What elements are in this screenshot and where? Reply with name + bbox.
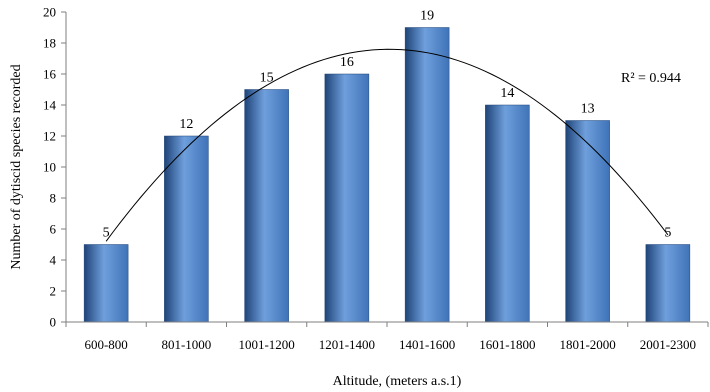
x-tick-label: 1801-2000 bbox=[559, 337, 615, 352]
bar bbox=[324, 73, 370, 323]
y-axis-ticks: 0 2 4 6 8 10 12 14 16 18 20 bbox=[43, 5, 66, 330]
y-tick-label: 10 bbox=[43, 160, 56, 175]
bar bbox=[485, 104, 530, 323]
x-tick-label: 1001-1200 bbox=[238, 337, 294, 352]
x-tick-label: 600-800 bbox=[84, 337, 127, 352]
y-tick-label: 0 bbox=[50, 315, 57, 330]
y-tick-label: 20 bbox=[43, 5, 56, 20]
x-tick-label: 801-1000 bbox=[161, 337, 211, 352]
x-tick-label: 1201-1400 bbox=[319, 337, 375, 352]
data-label: 12 bbox=[179, 117, 193, 132]
r-squared-annotation: R² = 0.944 bbox=[621, 71, 681, 86]
bar bbox=[244, 89, 289, 323]
y-tick-label: 8 bbox=[50, 191, 57, 206]
data-label: 5 bbox=[103, 226, 110, 241]
y-tick-label: 14 bbox=[43, 98, 57, 113]
x-tick-label: 1601-1800 bbox=[479, 337, 535, 352]
y-tick-label: 4 bbox=[50, 253, 57, 268]
bar bbox=[83, 244, 129, 323]
bar bbox=[404, 27, 450, 323]
bar bbox=[164, 135, 209, 323]
y-axis-title: Number of dytiscid species recorded bbox=[9, 64, 24, 269]
data-label: 15 bbox=[260, 71, 274, 86]
bars bbox=[83, 27, 691, 323]
data-label: 14 bbox=[500, 86, 514, 101]
trendline bbox=[105, 48, 669, 242]
x-axis-title: Altitude, (meters a.s.1) bbox=[333, 374, 462, 389]
bar bbox=[565, 120, 610, 323]
y-tick-label: 6 bbox=[50, 222, 57, 237]
data-label: 5 bbox=[664, 226, 671, 241]
data-label: 16 bbox=[340, 55, 354, 70]
y-tick-label: 12 bbox=[43, 129, 56, 144]
x-axis-ticks: 600-800 801-1000 1001-1200 1201-1400 1401-16… bbox=[65, 322, 709, 352]
x-tick-label: 2001-2300 bbox=[640, 337, 696, 352]
y-tick-label: 18 bbox=[43, 36, 56, 51]
y-tick-label: 16 bbox=[43, 67, 57, 82]
data-label: 13 bbox=[581, 102, 595, 117]
x-tick-label: 1401-1600 bbox=[399, 337, 455, 352]
y-tick-label: 2 bbox=[50, 284, 57, 299]
bar bbox=[645, 244, 691, 323]
data-labels: 5 12 15 16 19 14 13 5 bbox=[103, 9, 672, 241]
data-label: 19 bbox=[420, 9, 434, 24]
